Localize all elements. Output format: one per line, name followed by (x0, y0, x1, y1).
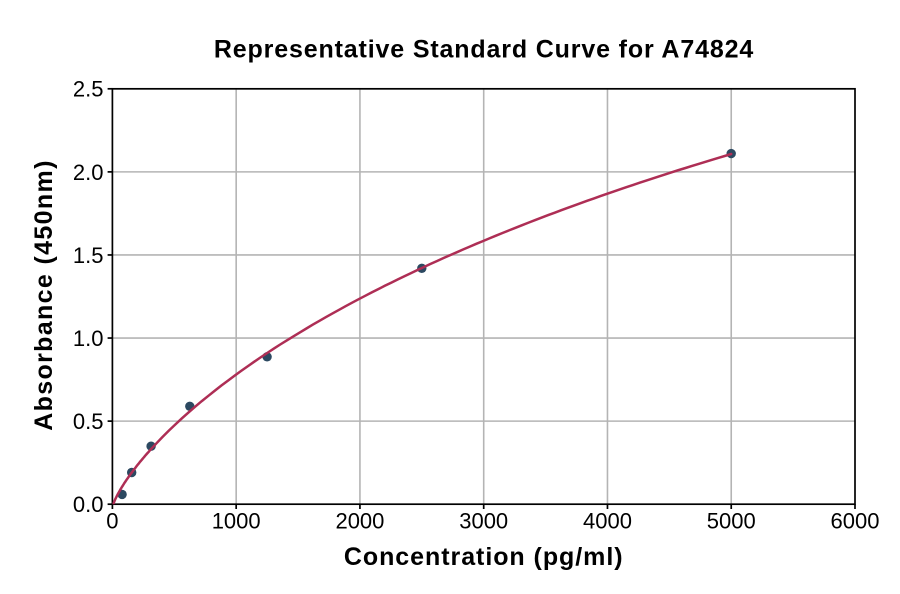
svg-text:0: 0 (106, 509, 118, 534)
svg-text:3000: 3000 (459, 509, 508, 534)
svg-text:Absorbance (450nm): Absorbance (450nm) (30, 159, 58, 431)
svg-text:2.5: 2.5 (73, 77, 104, 102)
svg-text:2.0: 2.0 (73, 160, 104, 185)
svg-text:1000: 1000 (212, 509, 261, 534)
svg-text:6000: 6000 (831, 509, 880, 534)
svg-text:1.0: 1.0 (73, 326, 104, 351)
svg-text:5000: 5000 (707, 509, 756, 534)
svg-text:Representative Standard Curve: Representative Standard Curve for A74824 (214, 35, 754, 63)
svg-text:Concentration (pg/ml): Concentration (pg/ml) (344, 543, 624, 571)
svg-text:2000: 2000 (335, 509, 384, 534)
svg-text:1.5: 1.5 (73, 243, 104, 268)
svg-text:4000: 4000 (583, 509, 632, 534)
svg-text:0.0: 0.0 (73, 492, 104, 517)
svg-text:0.5: 0.5 (73, 409, 104, 434)
